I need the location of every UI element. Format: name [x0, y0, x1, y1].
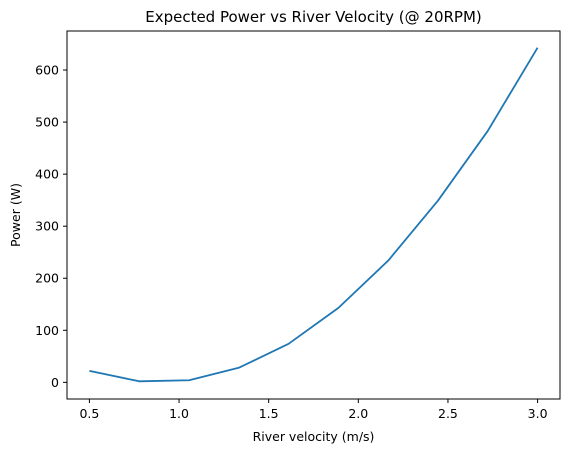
y-axis: 0 100 200 300 400 500 600	[35, 63, 67, 390]
x-tick-label: 0.5	[79, 406, 99, 421]
x-axis: 0.5 1.0 1.5 2.0 2.5 3.0	[79, 399, 548, 421]
x-tick-label: 2.0	[348, 406, 368, 421]
y-tick-label: 600	[35, 63, 59, 78]
chart-title: Expected Power vs River Velocity (@ 20RP…	[145, 8, 482, 26]
x-tick-label: 2.5	[438, 406, 458, 421]
x-axis-label: River velocity (m/s)	[253, 429, 375, 444]
y-tick-label: 400	[35, 167, 59, 182]
x-tick-label: 1.0	[169, 406, 189, 421]
y-tick-label: 300	[35, 219, 59, 234]
x-tick-label: 3.0	[528, 406, 548, 421]
y-tick-label: 100	[35, 323, 59, 338]
y-tick-label: 0	[51, 375, 59, 390]
axes-frame	[66, 30, 561, 400]
x-tick-label: 1.5	[259, 406, 279, 421]
y-tick-label: 500	[35, 115, 59, 130]
y-tick-label: 200	[35, 271, 59, 286]
series-line	[89, 47, 539, 383]
plot-area	[89, 47, 539, 383]
y-axis-label: Power (W)	[8, 183, 23, 247]
